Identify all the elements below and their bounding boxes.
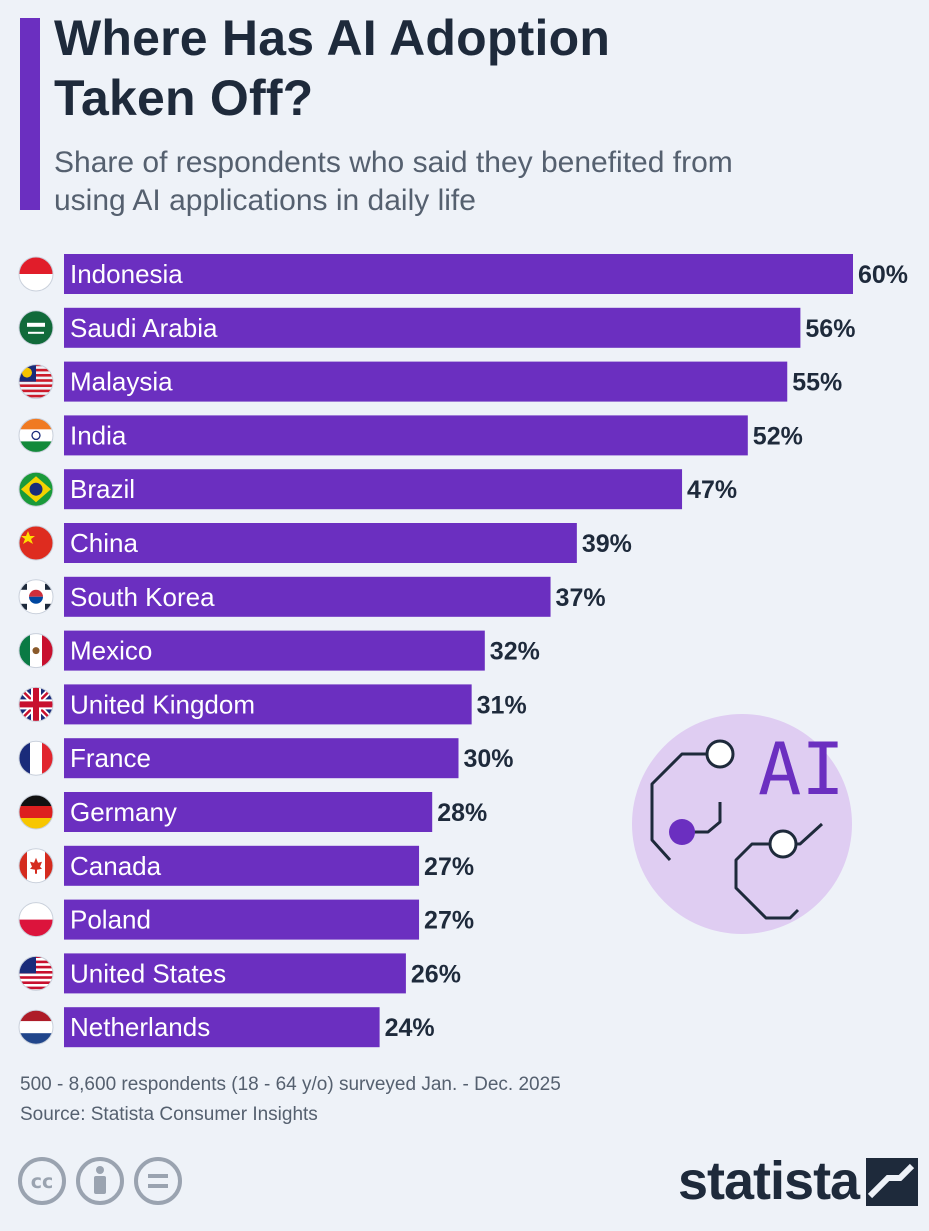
statista-logo-icon [866,1158,918,1206]
value-label-poland: 27% [424,907,474,935]
value-label-germany: 28% [437,799,487,827]
bar-label-france: France [70,743,151,773]
bar-saudi-arabia [64,307,801,348]
bar-united-states [64,953,406,994]
ai-illustration-label: AI [758,727,845,811]
flag-saudi-arabia-icon [18,310,54,346]
bar-label-brazil: Brazil [70,474,135,504]
page-title: Where Has AI Adoption Taken Off? [54,10,611,126]
bar-label-united-kingdom: United Kingdom [70,689,255,719]
flag-mexico-icon [18,633,54,669]
value-label-canada: 27% [424,853,474,881]
value-label-malaysia: 55% [792,369,842,397]
creative-commons-icon: cc [18,1157,66,1205]
bar-canada [64,845,420,886]
value-label-saudi-arabia: 56% [805,315,855,343]
bar-china [64,523,577,563]
value-label-china: 39% [582,530,632,558]
bar-chart: Indonesia 60% Saudi Arabia 56% Malaysia 55% In… [18,254,908,1048]
no-derivatives-icon [134,1157,182,1205]
license-icons: cc [18,1157,182,1205]
bar-brazil [64,469,683,510]
statista-logo-text: statista [678,1151,860,1211]
flag-germany-icon [18,794,54,830]
flag-indonesia-icon [18,256,54,292]
illustration-background-circle [632,714,852,934]
bar-germany [64,792,433,832]
flag-brazil-icon [18,471,54,507]
flag-south-korea-icon [18,579,54,615]
flag-united-states-icon [18,955,54,991]
survey-footnote: 500 - 8,600 respondents (18 - 64 y/o) su… [20,1074,561,1095]
flag-canada-icon [18,848,54,884]
bar-poland [64,899,420,940]
flag-china-icon [18,525,54,561]
source-note: Source: Statista Consumer Insights [20,1104,318,1125]
value-label-netherlands: 24% [385,1014,435,1042]
flag-france-icon [18,740,54,776]
value-label-brazil: 47% [687,476,737,504]
circuit-node-purple [669,819,695,845]
value-label-united-kingdom: 31% [477,691,527,719]
bar-mexico [64,630,485,671]
bar-label-netherlands: Netherlands [70,1012,210,1042]
bar-label-south-korea: South Korea [70,582,215,612]
bar-south-korea [64,576,551,617]
bar-label-united-states: United States [70,958,226,988]
flag-india-icon [18,417,54,453]
value-label-france: 30% [464,745,514,773]
bar-label-mexico: Mexico [70,636,152,666]
bar-label-china: China [70,528,138,558]
bar-malaysia [64,361,788,402]
bar-label-germany: Germany [70,797,177,827]
bar-label-malaysia: Malaysia [70,367,173,397]
bar-label-saudi-arabia: Saudi Arabia [70,313,218,343]
page-subtitle: Share of respondents who said they benef… [54,146,733,217]
svg-text:cc: cc [31,1171,54,1193]
flag-united-kingdom-icon [18,686,54,722]
bar-netherlands [64,1007,380,1048]
bar-label-india: India [70,420,127,450]
circuit-node-top [705,739,735,769]
bar-label-canada: Canada [70,851,162,881]
bar-france [64,738,459,779]
bar-india [64,415,748,456]
bar-indonesia [64,254,853,294]
value-label-indonesia: 60% [858,261,908,289]
bar-united-kingdom [64,684,472,725]
value-label-mexico: 32% [490,638,540,666]
value-label-india: 52% [753,422,803,450]
flag-poland-icon [18,902,54,938]
value-label-united-states: 26% [411,960,461,988]
ai-circuit-illustration: AI [632,714,852,934]
bar-label-indonesia: Indonesia [70,259,183,289]
circuit-node-right [768,829,798,859]
value-label-south-korea: 37% [556,584,606,612]
attribution-icon [76,1157,124,1205]
bar-label-poland: Poland [70,905,151,935]
title-accent-bar [20,18,40,210]
flag-malaysia-icon [18,364,54,400]
flag-netherlands-icon [18,1009,54,1045]
